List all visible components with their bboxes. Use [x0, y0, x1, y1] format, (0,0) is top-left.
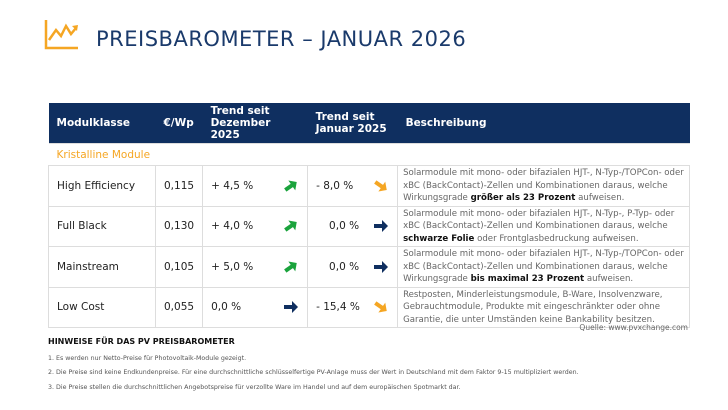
- description-emphasis: größer als 23 Prozent: [470, 193, 576, 203]
- header-text: Beschreibung: [405, 117, 487, 129]
- module-class: Low Cost: [48, 286, 156, 328]
- arrow-up-icon: [284, 261, 297, 273]
- arrow-up-icon: [284, 180, 297, 192]
- trend-month-cell: + 4,0 %: [202, 205, 309, 247]
- trend-month-value: + 5,0 %: [211, 260, 254, 273]
- description-emphasis: bis maximal 23 Prozent: [470, 274, 585, 284]
- arrow-up-icon: [284, 220, 297, 232]
- price-value: 0,105: [154, 246, 204, 288]
- description-text: Solarmodule mit mono- oder bifazialen HJ…: [403, 249, 684, 284]
- notes-title: HINWEISE FÜR DAS PV PREISBAROMETER: [48, 337, 235, 346]
- note-item: 1. Es werden nur Netto-Preise für Photov…: [48, 355, 247, 362]
- arrow-down-icon: [374, 180, 387, 192]
- trend-year-value: 0,0 %: [329, 220, 360, 233]
- header-text: Januar 2025: [315, 123, 387, 135]
- note-item: 2. Die Preise sind keine Endkundenpreise…: [48, 369, 579, 376]
- description-text: oder Frontglasbedruckung aufweisen.: [474, 233, 639, 244]
- trend-year-cell: - 15,4 %: [307, 286, 399, 328]
- arrow-flat-icon: [374, 220, 389, 233]
- description: Solarmodule mit mono- oder bifazialen HJ…: [397, 205, 690, 247]
- module-class: High Efficiency: [48, 165, 156, 207]
- section-row: Kristalline Module: [48, 143, 690, 166]
- column-header-trend-year: Trend seit Januar 2025: [307, 103, 398, 144]
- trend-year-value: - 15,4 %: [316, 301, 360, 314]
- price-table: Modulklasse €/Wp Trend seit Dezember 2025…: [48, 103, 690, 328]
- note-item: 3. Die Preise stellen die durchschnittli…: [48, 384, 461, 391]
- arrow-flat-icon: [374, 260, 389, 273]
- trend-month-cell: + 4,5 %: [202, 165, 309, 207]
- header-text: Trend seit: [210, 105, 270, 117]
- description-text: Solarmodule mit mono- oder bifazialen HJ…: [403, 168, 684, 203]
- trend-year-cell: 0,0 %: [307, 246, 399, 288]
- description: Restposten, Minderleistungsmodule, B-War…: [397, 286, 690, 328]
- table-row: Mainstream 0,105 + 5,0 % 0,0 % Solarmodu…: [48, 246, 690, 288]
- price-value: 0,055: [154, 286, 204, 328]
- description-emphasis: schwarze Folie: [403, 233, 475, 244]
- header-text: Trend seit: [315, 111, 375, 123]
- description-text: Solarmodule mit mono- oder bifazialen HJ…: [403, 208, 675, 232]
- table-row: High Efficiency 0,115 + 4,5 % - 8,0 % So…: [48, 165, 690, 207]
- trend-month-cell: 0,0 %: [202, 286, 309, 328]
- trend-month-value: + 4,0 %: [211, 220, 254, 233]
- trend-month-cell: + 5,0 %: [202, 246, 309, 288]
- table-header: Modulklasse €/Wp Trend seit Dezember 2025…: [48, 103, 690, 144]
- description-text: aufweisen.: [575, 193, 625, 203]
- arrow-down-icon: [374, 301, 387, 313]
- column-header-trend-month: Trend seit Dezember 2025: [202, 103, 308, 144]
- page-title: PREISBAROMETER – JANUAR 2026: [96, 27, 467, 51]
- trend-year-cell: - 8,0 %: [307, 165, 399, 207]
- description-text: aufweisen.: [584, 274, 634, 284]
- table-row: Low Cost 0,055 0,0 % - 15,4 % Restposten…: [48, 286, 690, 328]
- description: Solarmodule mit mono- oder bifazialen HJ…: [397, 165, 690, 207]
- trend-month-value: 0,0 %: [211, 301, 242, 314]
- trend-year-value: 0,0 %: [329, 260, 360, 273]
- header-text: €/Wp: [163, 117, 194, 129]
- table-row: Full Black 0,130 + 4,0 % 0,0 % Solarmodu…: [48, 205, 690, 247]
- trend-chart-icon: [44, 20, 78, 50]
- arrow-flat-icon: [284, 301, 299, 314]
- column-header-description: Beschreibung: [397, 103, 690, 144]
- trend-year-value: - 8,0 %: [316, 179, 354, 192]
- section-label: Kristalline Module: [48, 143, 690, 166]
- trend-month-value: + 4,5 %: [211, 179, 254, 192]
- module-class: Full Black: [48, 205, 156, 247]
- header-text: Dezember 2025: [210, 117, 271, 141]
- module-class: Mainstream: [48, 246, 156, 288]
- price-value: 0,115: [154, 165, 204, 207]
- column-header-modulklasse: Modulklasse: [48, 103, 156, 144]
- description: Solarmodule mit mono- oder bifazialen HJ…: [397, 246, 690, 288]
- header-text: Modulklasse: [56, 117, 131, 129]
- column-header-price: €/Wp: [155, 103, 203, 144]
- price-value: 0,130: [154, 205, 204, 247]
- description-text: Restposten, Minderleistungsmodule, B-War…: [403, 289, 663, 325]
- source-note: Quelle: www.pvxchange.com: [579, 323, 688, 332]
- trend-year-cell: 0,0 %: [307, 205, 399, 247]
